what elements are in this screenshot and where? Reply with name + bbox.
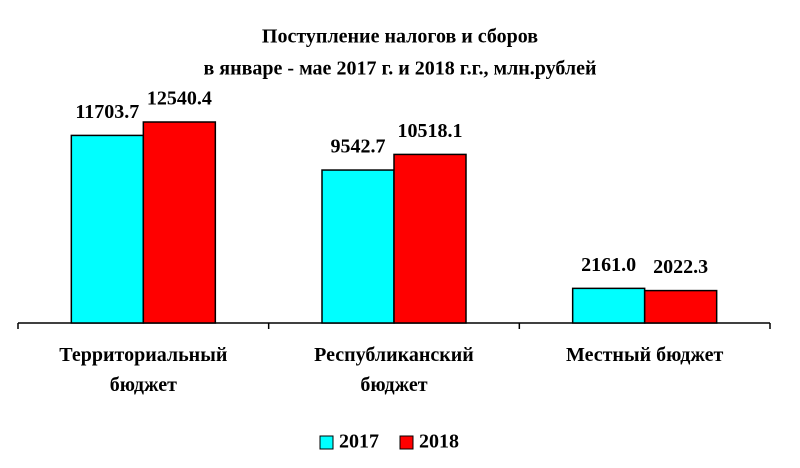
- legend-label: 2018: [419, 431, 459, 453]
- x-tick-label: Территориальный бюджет: [59, 344, 228, 396]
- bar: [142, 121, 217, 324]
- chart-title: в январе - мае 2017 г. и 2018 г.г., млн.…: [203, 58, 596, 80]
- data-label: 9542.7: [331, 136, 386, 158]
- data-label: 2022.3: [653, 256, 708, 278]
- data-label: 12540.4: [147, 88, 212, 110]
- bar: [393, 153, 467, 324]
- data-label: 2161.0: [581, 254, 636, 276]
- bar: [643, 289, 718, 324]
- legend-swatch: [319, 435, 334, 450]
- data-label: 11703.7: [75, 101, 139, 123]
- legend-swatch: [399, 435, 414, 450]
- x-tick-label: Местный бюджет: [566, 344, 724, 366]
- chart-title: Поступление налогов и сборов: [262, 26, 538, 48]
- bar: [571, 287, 646, 324]
- data-label: 10518.1: [398, 120, 463, 142]
- bar: [70, 134, 145, 324]
- legend-label: 2017: [339, 431, 379, 453]
- bar: [321, 169, 395, 324]
- x-tick-label: Республиканский бюджет: [314, 344, 474, 396]
